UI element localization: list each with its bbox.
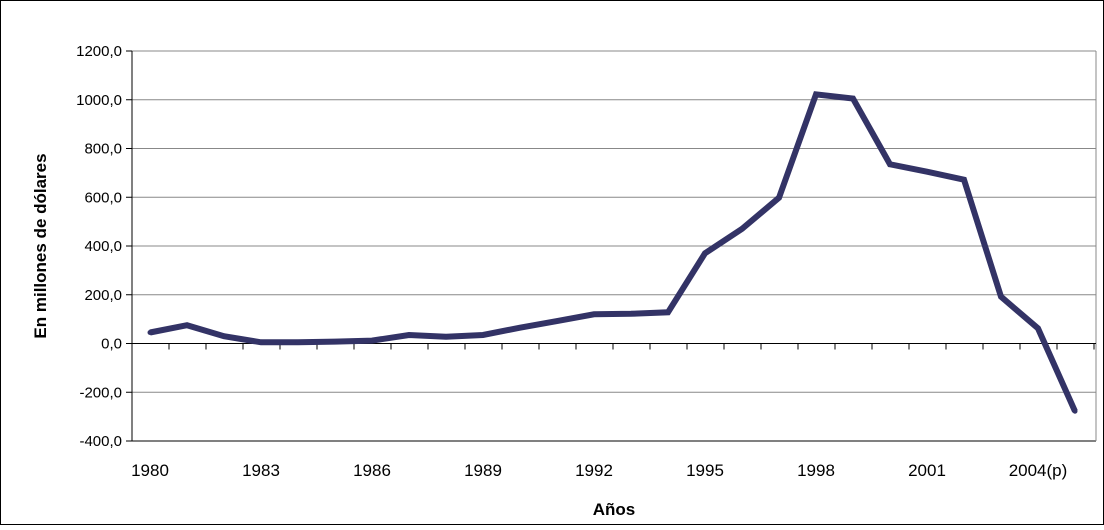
data-point (1072, 408, 1078, 414)
data-point (1035, 325, 1041, 331)
y-tick-label: 400,0 (84, 238, 122, 255)
data-point (517, 325, 523, 331)
series-line (149, 91, 1078, 413)
y-tick-label: -400,0 (79, 433, 122, 450)
y-tick-label: 1200,0 (76, 43, 122, 60)
data-point (961, 177, 967, 183)
data-point (443, 334, 449, 340)
data-point (258, 339, 264, 345)
data-point (924, 169, 930, 175)
x-axis-title: Años (593, 500, 636, 519)
x-tick-label: 2001 (908, 461, 946, 480)
data-point (554, 318, 560, 324)
x-tick-label: 2004(p) (1009, 461, 1068, 480)
x-tick-label: 1986 (353, 461, 391, 480)
x-tick-label: 1983 (242, 461, 280, 480)
data-point (295, 339, 301, 345)
data-point (813, 91, 819, 97)
data-point (147, 330, 153, 336)
data-point (406, 332, 412, 338)
x-tick-label: 1992 (575, 461, 613, 480)
data-point (184, 322, 190, 328)
x-tick-label: 1998 (797, 461, 835, 480)
data-point (850, 96, 856, 102)
data-point (591, 311, 597, 317)
x-tick-label: 1989 (464, 461, 502, 480)
data-point (665, 309, 671, 315)
data-point (739, 226, 745, 232)
x-tick-label: 1995 (686, 461, 724, 480)
data-point (332, 339, 338, 345)
y-tick-label: -200,0 (79, 384, 122, 401)
y-tick-label: 1000,0 (76, 92, 122, 109)
y-tick-label: 200,0 (84, 287, 122, 304)
y-tick-label: 800,0 (84, 141, 122, 158)
y-tick-label: 0,0 (101, 336, 122, 353)
data-point (628, 311, 634, 317)
data-point (887, 161, 893, 167)
data-point (221, 333, 227, 339)
data-point (480, 332, 486, 338)
x-tick-label: 1980 (131, 461, 169, 480)
data-point (702, 250, 708, 256)
data-point (998, 294, 1004, 300)
y-axis-title: En millones de dólares (31, 153, 50, 338)
data-point (369, 338, 375, 344)
data-point (776, 195, 782, 201)
y-tick-label: 600,0 (84, 189, 122, 206)
